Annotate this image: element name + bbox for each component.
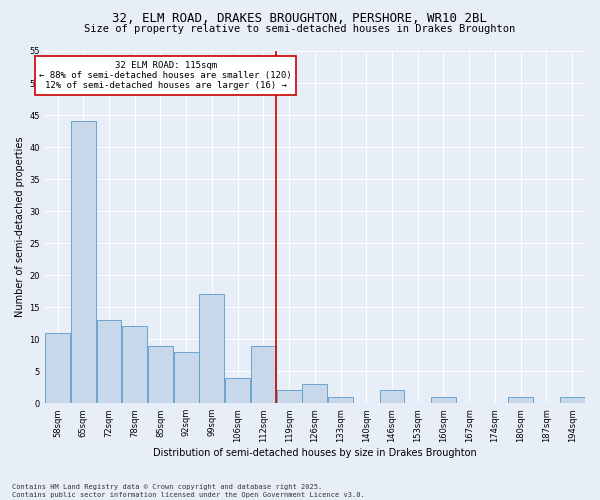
Text: 32 ELM ROAD: 115sqm
← 88% of semi-detached houses are smaller (120)
12% of semi-: 32 ELM ROAD: 115sqm ← 88% of semi-detach… xyxy=(39,60,292,90)
Bar xyxy=(97,320,121,403)
Y-axis label: Number of semi-detached properties: Number of semi-detached properties xyxy=(15,137,25,318)
Bar xyxy=(199,294,224,403)
Bar xyxy=(225,378,250,403)
Bar xyxy=(431,397,456,403)
Bar xyxy=(45,333,70,403)
Bar xyxy=(173,352,199,403)
Text: 32, ELM ROAD, DRAKES BROUGHTON, PERSHORE, WR10 2BL: 32, ELM ROAD, DRAKES BROUGHTON, PERSHORE… xyxy=(113,12,487,26)
Bar xyxy=(251,346,276,403)
Bar xyxy=(122,326,147,403)
Bar xyxy=(560,397,584,403)
Bar xyxy=(380,390,404,403)
Bar xyxy=(328,397,353,403)
Bar xyxy=(148,346,173,403)
Bar xyxy=(508,397,533,403)
Text: Contains HM Land Registry data © Crown copyright and database right 2025.
Contai: Contains HM Land Registry data © Crown c… xyxy=(12,484,365,498)
Bar xyxy=(71,122,96,403)
Bar xyxy=(277,390,302,403)
X-axis label: Distribution of semi-detached houses by size in Drakes Broughton: Distribution of semi-detached houses by … xyxy=(153,448,477,458)
Text: Size of property relative to semi-detached houses in Drakes Broughton: Size of property relative to semi-detach… xyxy=(85,24,515,34)
Bar xyxy=(302,384,328,403)
